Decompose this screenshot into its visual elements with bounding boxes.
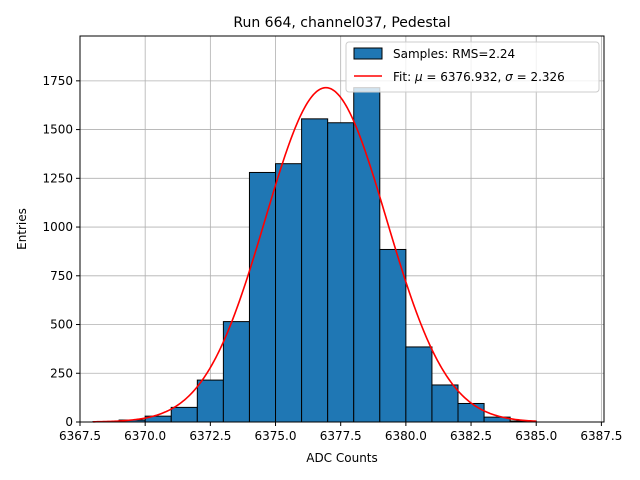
y-tick-label: 750 [50,269,73,283]
histogram-bar [222,321,250,423]
x-tick-label: 6375.0 [255,429,297,443]
histogram-bar [196,379,224,423]
y-tick-label: 500 [50,318,73,332]
histogram-bar [170,406,198,423]
x-axis-label: ADC Counts [306,451,378,465]
histogram-bars [92,87,537,423]
legend-box [345,41,600,93]
histogram-bar [405,346,433,423]
legend-histogram-label: Samples: RMS=2.24 [393,47,515,61]
histogram-bar [457,402,485,423]
x-tick-label: 6372.5 [189,429,231,443]
histogram-bar [248,171,277,423]
x-tick-label: 6370.0 [124,429,166,443]
legend-fit-sigma-symbol: σ [505,70,513,84]
legend: Samples: RMS=2.24 Fit: μ = 6376.932, σ =… [345,41,600,93]
chart-title: Run 664, channel037, Pedestal [233,15,450,31]
x-tick-label: 6377.5 [320,429,362,443]
legend-fit-prefix: Fit: [393,70,415,84]
plot-frame [79,35,605,423]
legend-fit-mu-symbol: μ [414,70,423,84]
x-tick-label: 6380.0 [385,429,427,443]
x-tick-label: 6367.5 [59,429,101,443]
histogram-bar [301,118,329,423]
y-tick-label: 250 [50,366,73,380]
histogram-bar [327,122,355,423]
fit-curve-group [93,86,537,423]
fit-curve [93,86,537,423]
histogram-bar [275,163,303,423]
y-tick-label: 1750 [42,74,73,88]
histogram-bar [379,248,407,423]
y-tick-label: 1000 [42,220,73,234]
histogram-bar [431,384,459,423]
y-tick-label: 0 [65,415,73,429]
x-tick-label: 6385.0 [515,429,557,443]
x-tick-label: 6387.5 [580,429,622,443]
legend-histogram-swatch [353,47,383,60]
legend-fit-label: Fit: μ = 6376.932, σ = 2.326 [393,70,565,84]
y-axis-label: Entries [15,208,29,250]
x-tick-label: 6382.5 [450,429,492,443]
y-tick-label: 1250 [42,171,73,185]
histogram-bar [353,87,381,423]
legend-fit-mu-value: = 6376.932, [423,70,506,84]
y-tick-label: 1500 [42,123,73,137]
x-axis-ticks: 6367.5 6370.0 6372.5 6375.0 6377.5 6380.0 6382… [59,422,622,443]
y-axis-ticks: 0 250 500 750 1000 1250 1500 1750 [42,74,80,429]
legend-fit-sigma-value: = 2.326 [513,70,565,84]
